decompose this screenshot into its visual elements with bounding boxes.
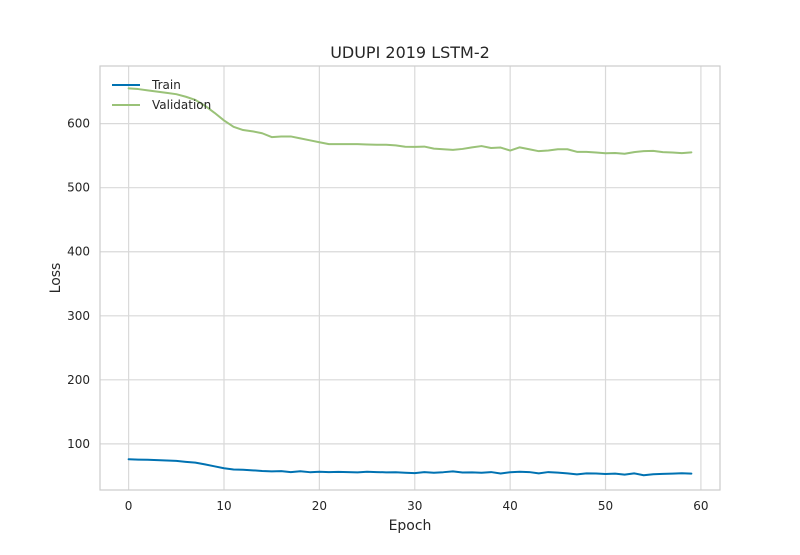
x-tick-label: 40 xyxy=(503,499,518,513)
x-tick-label: 60 xyxy=(693,499,708,513)
chart-title: UDUPI 2019 LSTM-2 xyxy=(330,43,490,62)
series-line-validation xyxy=(127,87,693,155)
grid xyxy=(100,66,720,490)
plot-background xyxy=(100,66,720,490)
series-line-train xyxy=(127,458,693,477)
series-layer xyxy=(127,87,693,477)
legend-label-train: Train xyxy=(151,78,181,92)
y-tick-label: 500 xyxy=(67,181,90,195)
x-tick-label: 10 xyxy=(216,499,231,513)
legend: Train Validation xyxy=(112,78,211,112)
x-tick-label: 30 xyxy=(407,499,422,513)
y-tick-label: 300 xyxy=(67,309,90,323)
y-tick-label: 200 xyxy=(67,373,90,387)
x-tick-label: 20 xyxy=(312,499,327,513)
x-tick-label: 0 xyxy=(125,499,133,513)
y-axis-label: Loss xyxy=(48,263,64,294)
y-tick-label: 100 xyxy=(67,437,90,451)
x-tick-label: 50 xyxy=(598,499,613,513)
plot-frame xyxy=(99,65,721,491)
y-tick-label: 600 xyxy=(67,117,90,131)
x-axis-label: Epoch xyxy=(389,518,432,534)
y-tick-label: 400 xyxy=(67,245,90,259)
legend-label-validation: Validation xyxy=(152,98,211,112)
tick-labels: 0 10 20 30 40 50 60 100 200 300 400 500 600 xyxy=(67,117,708,513)
